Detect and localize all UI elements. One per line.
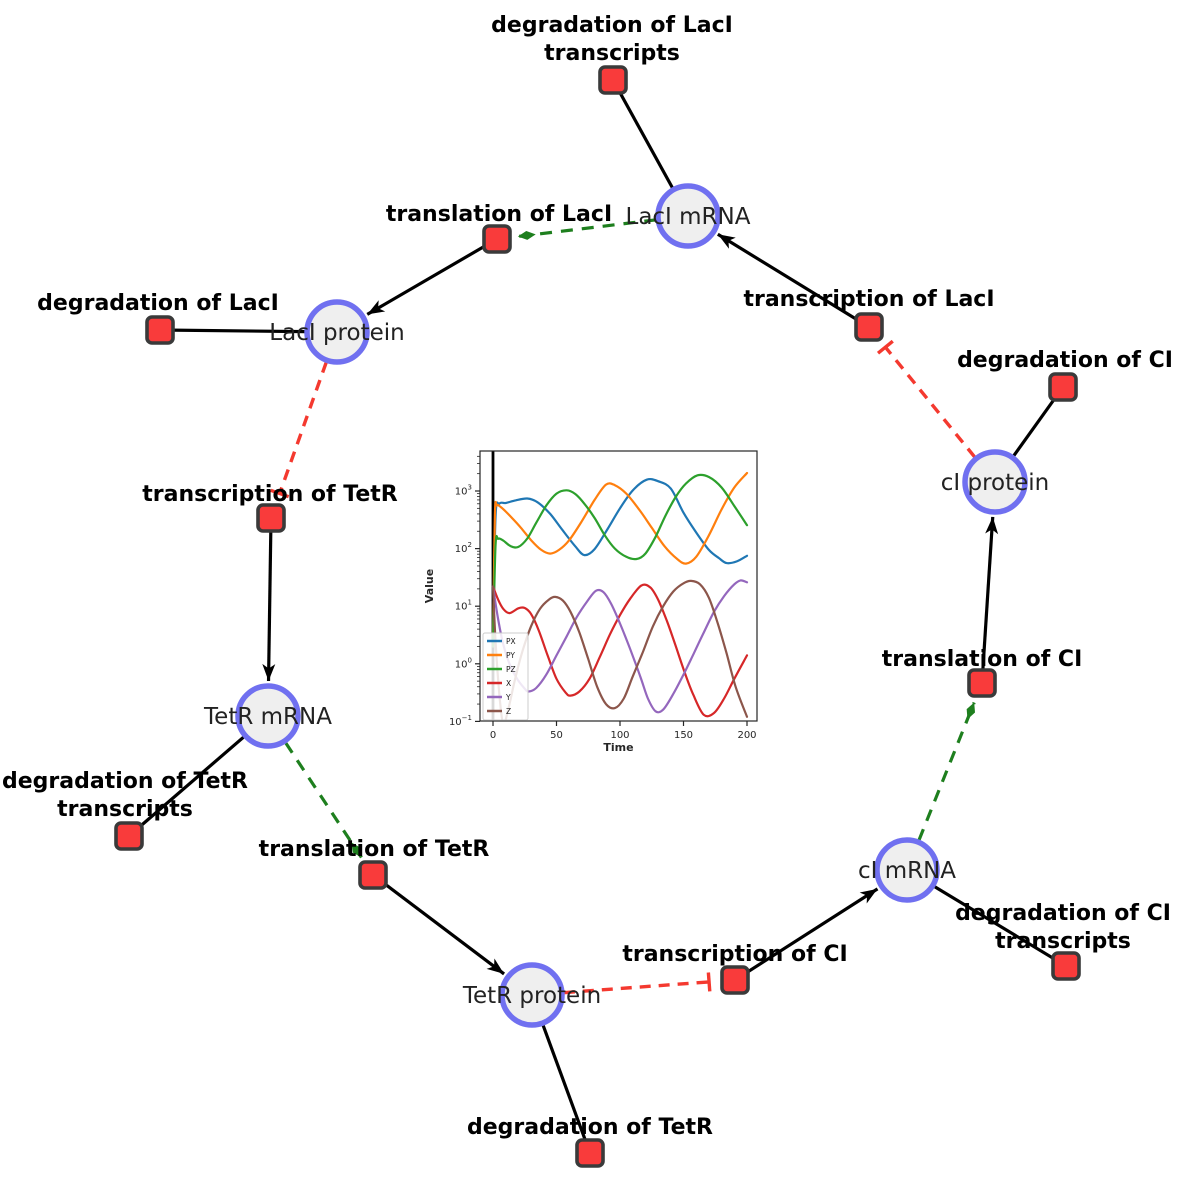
edge-translation-tetr-to-tetr-protein [372, 873, 506, 976]
reaction-label-deg-ci-transcripts: degradation of CI transcripts [955, 901, 1171, 954]
chart-curves-layer [491, 471, 749, 721]
chart-ytick-label: 101 [455, 599, 472, 613]
edge-tetr-mrna-to-deg-tetr-transcripts [127, 735, 245, 838]
legend-label-z: Z [506, 707, 511, 716]
chart-curve-px [491, 477, 749, 648]
species-node-laci-mrna [655, 183, 721, 249]
species-node-laci-protein [304, 299, 370, 365]
edge-transcription-tetr-to-tetr-mrna [262, 517, 276, 682]
chart-curve-py [491, 471, 749, 648]
edge-ci-mrna-to-translation-ci [917, 701, 976, 841]
reaction-node-deg-laci-transcripts [598, 65, 628, 95]
edge-transcription-ci-to-ci-mrna [734, 887, 879, 982]
edge-laci-mrna-to-deg-laci-transcripts [611, 79, 674, 189]
edge-tetr-protein-to-transcription-ci [563, 980, 710, 995]
edges-layer [127, 79, 1067, 1154]
edge-tetr-protein-to-transcription-ci-inhibit-bar-icon [706, 972, 712, 992]
edge-ci-protein-to-transcription-laci [884, 346, 977, 459]
reaction-label-deg-laci: degradation of LacI [37, 291, 279, 316]
edge-tetr-protein-to-deg-tetr [541, 1024, 592, 1154]
species-label-laci-mrna: LacI mRNA [626, 204, 751, 230]
chart-xtick-label: 100 [610, 730, 629, 741]
species-label-tetr-protein: TetR protein [462, 983, 601, 1009]
chart-xtick-label: 0 [490, 730, 496, 741]
chart-xtick-label: 150 [674, 730, 693, 741]
labels-layer: degradation of LacI transcripts translatio… [2, 13, 1173, 1140]
reaction-node-translation-laci [482, 224, 512, 254]
chart-xtick-label: 200 [737, 730, 756, 741]
reaction-label-deg-tetr: degradation of TetR [467, 1115, 713, 1140]
chart-ytick-label: 103 [455, 484, 472, 498]
chart-ytick-label: 10−1 [449, 714, 472, 728]
reaction-node-deg-ci [1048, 372, 1078, 402]
reaction-label-deg-ci: degradation of CI [957, 348, 1173, 373]
edge-translation-ci-to-ci-protein [980, 516, 999, 684]
reaction-label-transcription-ci: transcription of CI [622, 942, 847, 967]
edge-laci-protein-to-deg-laci [159, 328, 306, 334]
reaction-node-deg-ci-transcripts [1051, 951, 1081, 981]
edge-laci-protein-to-transcription-tetr [278, 361, 328, 495]
reaction-label-translation-tetr: translation of TetR [259, 837, 490, 862]
legend-label-py: PY [506, 651, 515, 660]
reaction-label-translation-laci: translation of LacI [386, 202, 612, 227]
species-node-tetr-protein [499, 962, 565, 1028]
nodes-layer [114, 65, 1081, 1168]
chart-xtick-label: 50 [550, 730, 563, 741]
edge-tetr-mrna-to-translation-tetr [284, 741, 363, 859]
edge-ci-protein-to-transcription-laci-inhibit-bar-icon [876, 339, 894, 355]
chart-curve-x [491, 583, 749, 718]
reaction-node-transcription-laci [854, 312, 884, 342]
edge-laci-mrna-to-translation-laci [517, 218, 657, 240]
legend-label-y: Y [505, 693, 511, 702]
reaction-node-transcription-tetr [256, 503, 286, 533]
legend-label-x: X [506, 679, 511, 688]
chart-curve-pz [491, 473, 749, 648]
chart-ytick-label: 100 [455, 656, 472, 670]
reaction-node-translation-ci [967, 668, 997, 698]
species-label-ci-mrna: cI mRNA [858, 858, 956, 884]
reaction-label-transcription-tetr: transcription of TetR [142, 482, 398, 507]
reaction-label-transcription-laci: transcription of LacI [743, 287, 994, 312]
chart-plot-border [479, 450, 758, 722]
reaction-label-deg-tetr-transcripts: degradation of TetR transcripts [2, 769, 248, 822]
reaction-node-deg-tetr-transcripts [114, 821, 144, 851]
reaction-node-deg-laci [145, 315, 175, 345]
edge-laci-protein-to-transcription-tetr-inhibit-bar-icon [270, 488, 290, 499]
chart-curve-z [491, 579, 749, 721]
species-label-ci-protein: cI protein [941, 470, 1050, 496]
species-label-tetr-mrna: TetR mRNA [203, 704, 332, 730]
species-node-tetr-mrna [235, 683, 301, 749]
reaction-node-deg-tetr [575, 1138, 605, 1168]
chart-y-axis-label: Value [425, 569, 436, 603]
edge-transcription-laci-to-laci-mrna [716, 232, 870, 329]
reaction-label-deg-laci-transcripts: degradation of LacI transcripts [491, 13, 733, 66]
chart-ytick-label: 102 [455, 541, 472, 555]
edge-translation-laci-to-laci-protein [366, 237, 498, 316]
inset-timecourse-chart: 103 102 101 100 10−1 0 50 100 150 200 Time Value PX… [425, 450, 758, 754]
legend-label-pz: PZ [506, 665, 516, 674]
species-node-ci-protein [962, 449, 1028, 515]
species-node-ci-mrna [874, 837, 940, 903]
legend-label-px: PX [506, 637, 516, 646]
chart-legend: PX PY PZ XYZ [482, 632, 529, 721]
species-label-laci-protein: LacI protein [269, 320, 404, 346]
chart-x-axis-label: Time [603, 741, 633, 754]
edge-ci-mrna-to-deg-ci-transcripts [933, 885, 1067, 968]
chart-axes-layer: 103 102 101 100 10−1 0 50 100 150 200 Time Value [425, 450, 758, 754]
reaction-node-transcription-ci [720, 965, 750, 995]
reaction-node-translation-tetr [358, 860, 388, 890]
reaction-label-translation-ci: translation of CI [882, 647, 1083, 672]
